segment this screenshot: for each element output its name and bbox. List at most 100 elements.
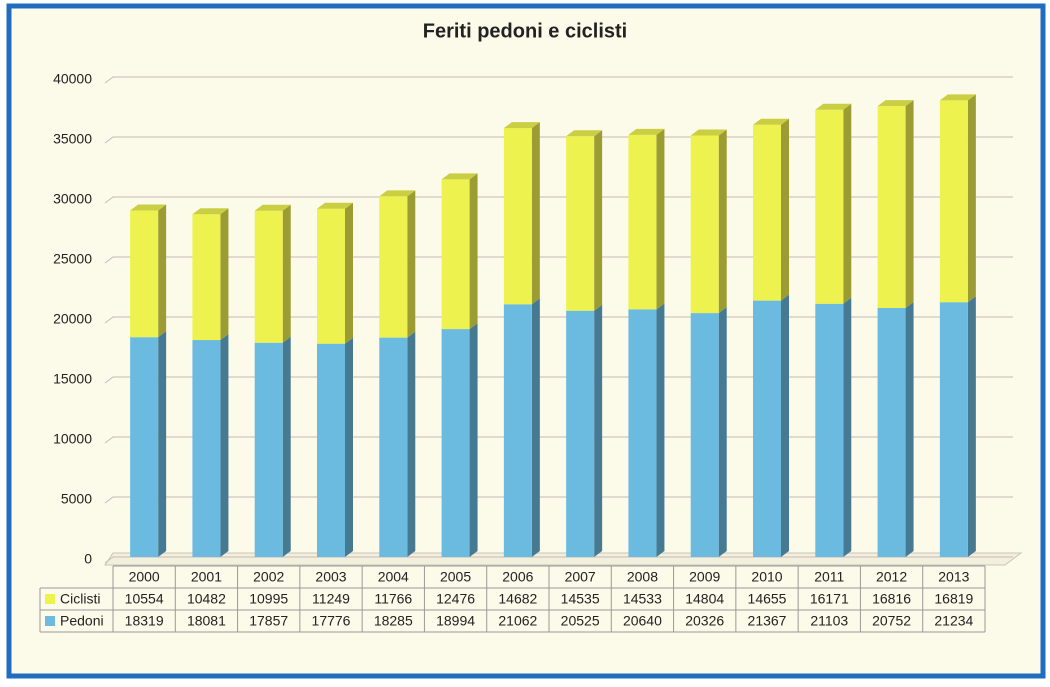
table-cell: 21234 [934,613,973,629]
bar-side [531,298,540,557]
x-tick-label: 2011 [814,569,844,585]
bar [690,313,719,557]
bar-side [656,303,665,557]
table-cell: 14655 [748,591,787,607]
table-cell: 10482 [187,591,226,607]
x-tick-label: 2004 [378,569,409,585]
bar-top [628,128,665,135]
legend-swatch [45,616,55,626]
table-cell: 10554 [125,591,164,607]
chart-title: Feriti pedoni e ciclisti [423,20,628,42]
table-cell: 17857 [249,613,288,629]
bar-side [220,334,229,557]
bar [503,128,532,305]
bar-side [531,122,540,305]
bar-top [753,118,789,125]
y-tick-label: 20000 [53,311,92,327]
table-cell: 11766 [374,591,412,607]
bar [441,179,470,330]
bar-top [566,130,603,137]
bar [254,210,283,343]
bar [130,210,159,338]
bar-side [282,204,291,343]
bar-top [441,173,478,180]
bar-side [718,129,727,314]
bar-side [282,336,291,557]
bar-side [158,331,167,557]
bar [379,196,408,338]
bar-side [656,128,665,310]
bar-side [967,94,976,303]
bar-top [192,208,229,215]
legend-label: Ciclisti [60,591,100,607]
table-cell: 17776 [312,613,351,629]
table-cell: 21367 [748,613,787,629]
table-cell: 20752 [872,613,911,629]
bar-side [905,301,914,557]
table-cell: 20640 [623,613,662,629]
bar-side [594,130,603,311]
bar-side [407,190,416,338]
table-cell: 11249 [312,591,350,607]
legend-swatch [45,594,55,604]
bar [877,307,906,557]
y-tick-label: 35000 [53,131,92,147]
y-tick-label: 40000 [53,71,92,87]
bar [753,124,781,301]
bar [130,337,159,557]
x-tick-label: 2010 [751,569,782,585]
bar-side [407,331,416,557]
bar [503,304,532,557]
y-tick-label: 15000 [53,371,92,387]
table-cell: 16819 [934,591,973,607]
bar [192,214,221,341]
x-tick-label: 2003 [315,569,346,585]
bar [566,310,595,557]
bar [628,134,657,310]
bar [690,135,719,314]
bar [939,100,968,303]
bar-top [503,122,540,129]
bar-side [469,173,478,330]
bar-side [781,294,789,557]
y-tick-label: 5000 [61,491,92,507]
table-cell: 18319 [125,613,164,629]
x-tick-label: 2005 [440,569,471,585]
grid-line [104,76,1013,84]
bar-side [718,307,727,557]
x-tick-label: 2006 [502,569,533,585]
bar-top [690,129,727,136]
bar [815,303,844,557]
table-cell: 21103 [810,613,848,629]
bar-side [345,202,353,344]
table-cell: 18285 [374,613,413,629]
bar-side [345,337,353,557]
bar-side [843,297,852,557]
table-cell: 10995 [249,591,288,607]
bar [441,329,470,557]
x-tick-label: 2001 [191,569,222,585]
x-tick-label: 2000 [129,569,160,585]
bar [254,342,283,557]
table-cell: 18081 [187,613,226,629]
table-cell: 14533 [623,591,662,607]
table-cell: 21062 [498,613,537,629]
bar-top [379,190,416,197]
bar-top [254,204,291,211]
bar [939,302,968,557]
bar [566,136,595,311]
x-tick-label: 2002 [253,569,284,585]
bar [753,300,781,557]
table-cell: 14682 [498,591,537,607]
bar-side [967,296,976,557]
y-tick-label: 25000 [53,251,92,267]
table-cell: 16816 [872,591,911,607]
bar-side [781,118,789,301]
x-tick-label: 2009 [689,569,720,585]
bar-side [220,208,229,341]
bar [877,106,906,308]
bar [379,337,408,557]
table-cell: 18994 [436,613,475,629]
table-cell: 20525 [561,613,600,629]
